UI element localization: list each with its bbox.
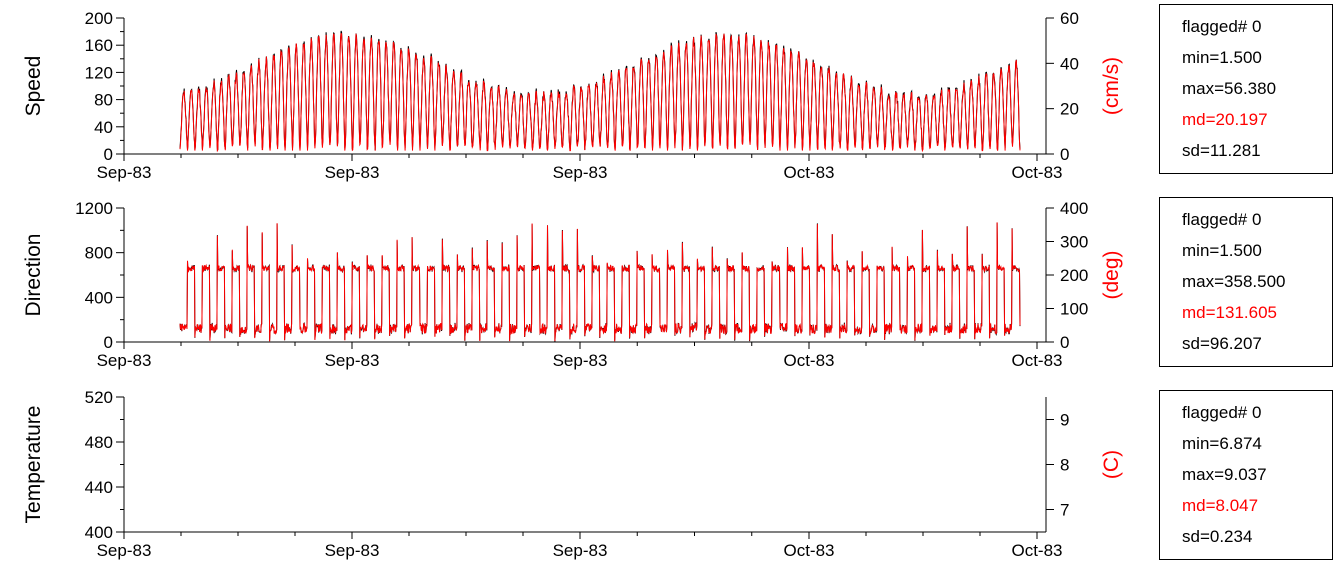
temperature-stat-min: min=6.874	[1182, 434, 1262, 453]
direction-ytick-label: 0	[104, 333, 113, 352]
direction-ytick-label: 800	[85, 244, 113, 263]
direction-stat-min: min=1.500	[1182, 241, 1262, 260]
direction-ytick-right-label: 300	[1060, 233, 1088, 252]
direction-series-current	[179, 222, 1021, 342]
direction-stats-box: flagged# 0 min=1.500 max=358.500 md=131.…	[1159, 197, 1333, 367]
speed-xtick-label: Sep-83	[553, 163, 608, 182]
speed-stat-max: max=56.380	[1182, 79, 1277, 98]
temperature-xtick-label: Sep-83	[553, 541, 608, 560]
speed-ytick-label: 0	[104, 145, 113, 164]
direction-xtick-label: Oct-83	[783, 351, 834, 370]
direction-ylabel: Direction	[22, 234, 45, 317]
temperature-xtick-label: Sep-83	[325, 541, 380, 560]
speed-xtick-label: Sep-83	[325, 163, 380, 182]
speed-ytick-right-label: 0	[1060, 145, 1069, 164]
temperature-ytick-label: 520	[85, 388, 113, 407]
temperature-ylabel: Temperature	[22, 406, 45, 524]
speed-ylabel-right: (cm/s)	[1100, 57, 1123, 115]
speed-xtick-label: Oct-83	[1011, 163, 1062, 182]
speed-ytick-label: 120	[85, 63, 113, 82]
speed-ytick-label: 200	[85, 9, 113, 28]
direction-stat-flagged: flagged# 0	[1182, 210, 1262, 229]
direction-ytick-right-label: 0	[1060, 333, 1069, 352]
temperature-xtick-label: Oct-83	[1011, 541, 1062, 560]
speed-ytick-right-label: 20	[1060, 100, 1079, 119]
temperature-ytick-label: 440	[85, 478, 113, 497]
temperature-stat-md: md=8.047	[1182, 496, 1259, 515]
temperature-ytick-right-label: 9	[1060, 411, 1069, 430]
speed-xtick-label: Sep-83	[97, 163, 152, 182]
direction-ytick-label: 1200	[75, 199, 113, 218]
direction-ytick-right-label: 400	[1060, 199, 1088, 218]
speed-stat-sd: sd=11.281	[1182, 141, 1261, 160]
direction-stat-md: md=131.605	[1182, 303, 1277, 322]
direction-ytick-right-label: 200	[1060, 266, 1088, 285]
direction-xtick-label: Oct-83	[1011, 351, 1062, 370]
direction-xtick-label: Sep-83	[97, 351, 152, 370]
direction-stat-max: max=358.500	[1182, 272, 1286, 291]
direction-stat-sd: sd=96.207	[1182, 334, 1262, 353]
speed-stats-box: flagged# 0 min=1.500 max=56.380 md=20.19…	[1159, 4, 1333, 174]
speed-stat-flagged: flagged# 0	[1182, 17, 1262, 36]
temperature-stats-box: flagged# 0 min=6.874 max=9.037 md=8.047 …	[1159, 390, 1333, 560]
temperature-stat-sd: sd=0.234	[1182, 527, 1253, 546]
direction-ytick-right-label: 100	[1060, 300, 1088, 319]
speed-xtick-label: Oct-83	[783, 163, 834, 182]
speed-ytick-label: 160	[85, 36, 113, 55]
temperature-ytick-label: 480	[85, 433, 113, 452]
temperature-stat-max: max=9.037	[1182, 465, 1267, 484]
direction-ylabel-right: (deg)	[1100, 250, 1123, 299]
speed-series-current	[179, 33, 1021, 153]
speed-ylabel: Speed	[22, 56, 45, 117]
direction-xtick-label: Sep-83	[553, 351, 608, 370]
speed-stat-min: min=1.500	[1182, 48, 1262, 67]
direction-ytick-label: 400	[85, 288, 113, 307]
temperature-stat-flagged: flagged# 0	[1182, 403, 1262, 422]
speed-ytick-label: 40	[94, 118, 113, 137]
speed-stat-md: md=20.197	[1182, 110, 1268, 129]
temperature-ylabel-right: (C)	[1100, 450, 1123, 479]
direction-xtick-label: Sep-83	[325, 351, 380, 370]
temperature-ytick-label: 400	[85, 523, 113, 542]
speed-ytick-right-label: 60	[1060, 9, 1079, 28]
speed-ytick-label: 80	[94, 91, 113, 110]
temperature-xtick-label: Sep-83	[97, 541, 152, 560]
speed-ytick-right-label: 40	[1060, 54, 1079, 73]
temperature-ytick-right-label: 7	[1060, 501, 1069, 520]
temperature-ytick-right-label: 8	[1060, 456, 1069, 475]
temperature-xtick-label: Oct-83	[783, 541, 834, 560]
